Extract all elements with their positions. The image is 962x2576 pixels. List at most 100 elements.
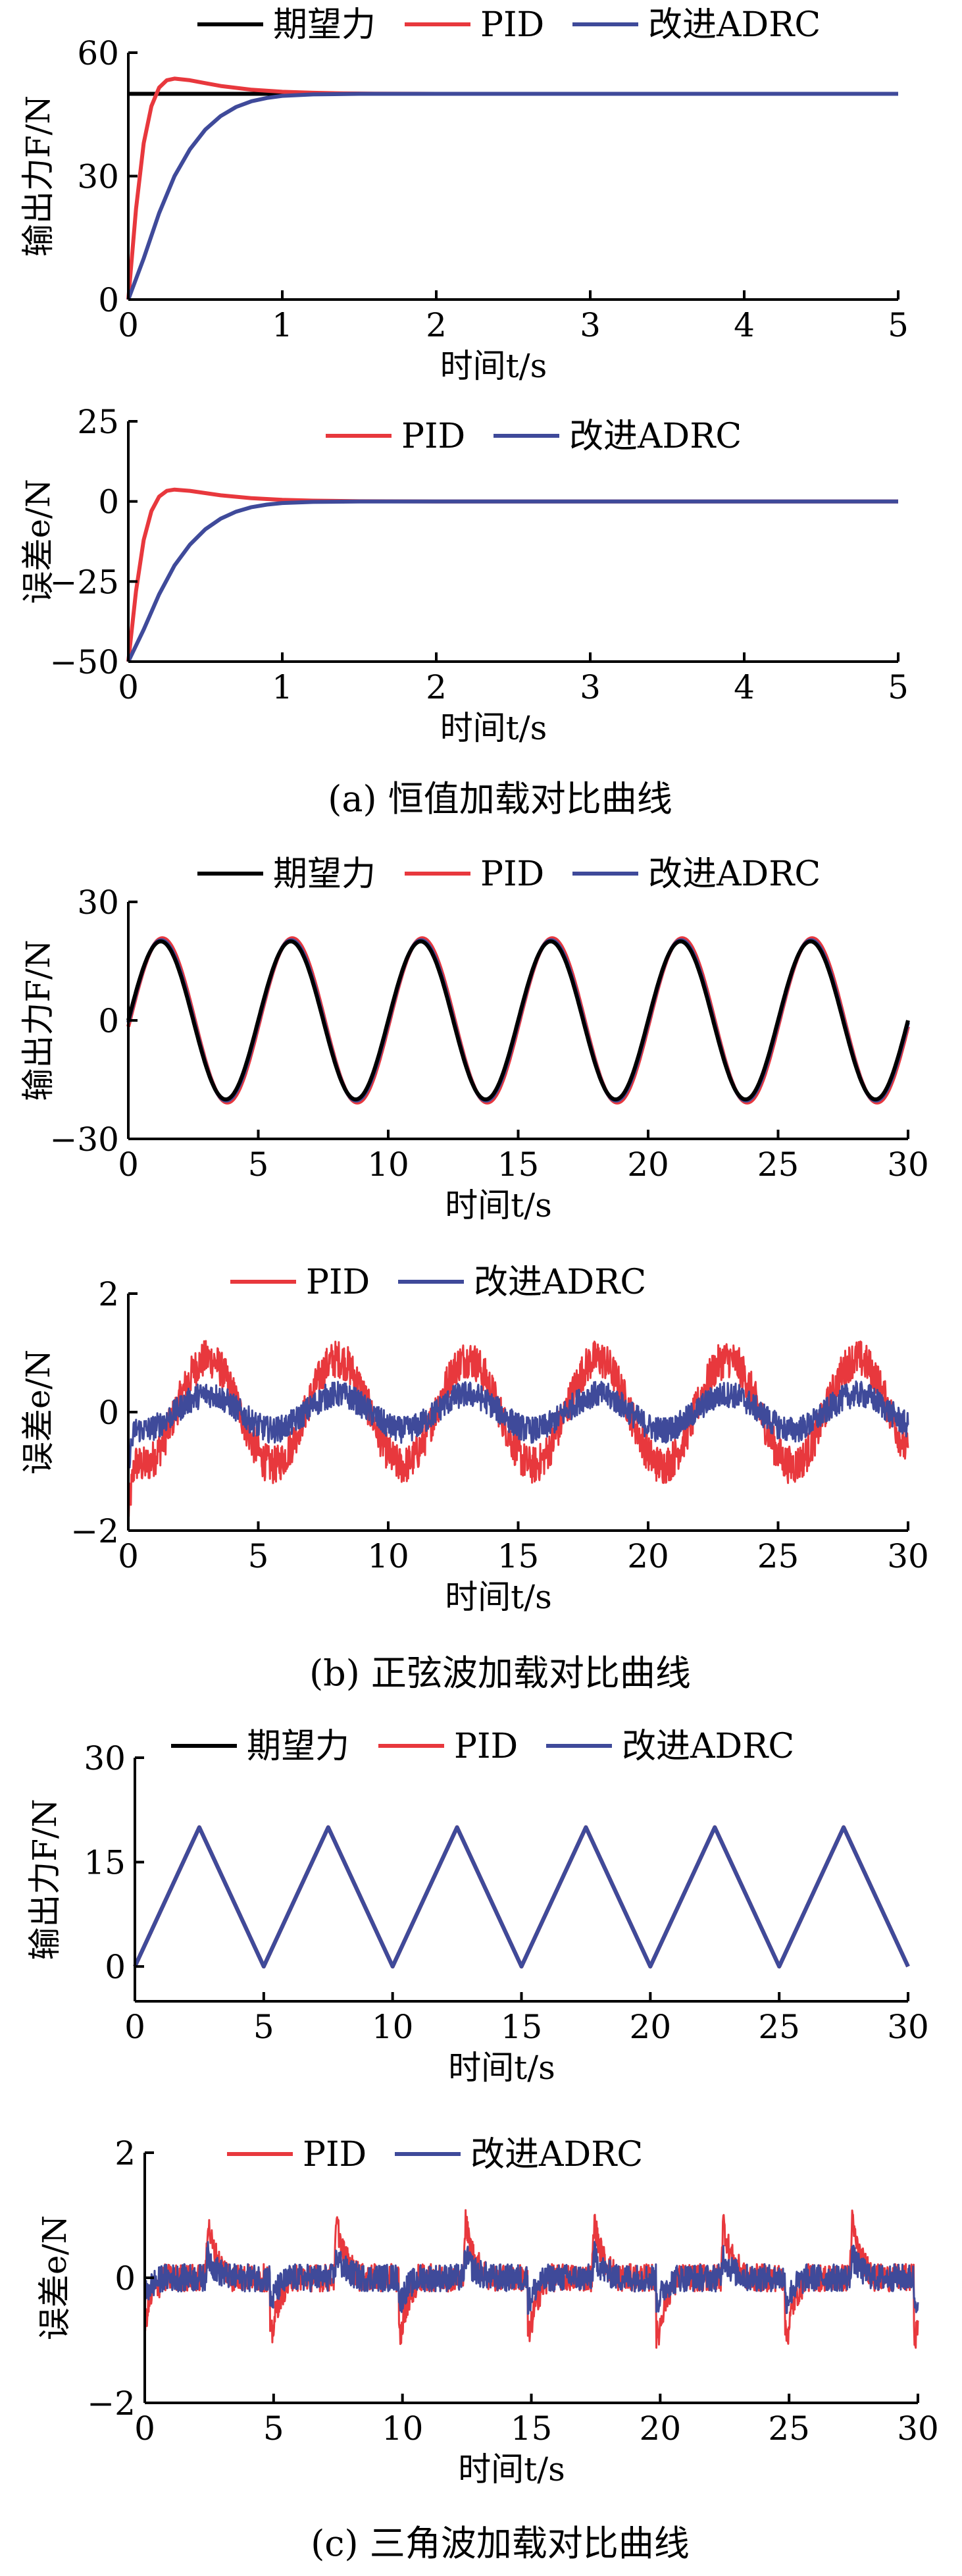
- x-tick-label: 2: [426, 668, 447, 706]
- x-tick-label: 0: [118, 668, 139, 706]
- legend-label: PID: [454, 1727, 518, 1766]
- y-tick-label: 30: [84, 1739, 126, 1777]
- panel-triangle-force: 0 5 10 15 20 25 30 0 15 30 时间t/s 输出力F/N 期望力 PID 改进ADRC: [26, 1727, 929, 2087]
- legend-label: PID: [306, 1263, 370, 1302]
- x-tick-label: 1: [272, 306, 293, 344]
- series-line-pid: [126, 76, 898, 300]
- x-tick-label: 5: [248, 1537, 269, 1575]
- x-tick-label: 5: [248, 1145, 269, 1184]
- x-tick-label: 0: [134, 2409, 155, 2448]
- x-tick-label: 20: [627, 1537, 669, 1575]
- x-tick-label: 10: [367, 1537, 409, 1575]
- y-tick-label: 2: [114, 2134, 136, 2172]
- x-tick-label: 5: [253, 2008, 274, 2046]
- x-tick-label: 15: [497, 1145, 540, 1184]
- legend-label: 改进ADRC: [622, 1727, 794, 1766]
- legend-label: 改进ADRC: [474, 1263, 646, 1302]
- y-tick-label: 60: [77, 34, 119, 72]
- y-axis-label: 输出力F/N: [19, 939, 57, 1101]
- x-tick-label: 25: [757, 1145, 799, 1184]
- x-tick-label: 10: [372, 2008, 414, 2046]
- panel-constant-force: 0 1 2 3 4 5 0 30 60 时间t/s 输出力F/N 期望力 PID 改进ADRC: [19, 5, 909, 385]
- series-line-desired: [133, 1825, 910, 1969]
- series-line-pid: [133, 1825, 910, 1969]
- x-tick-label: 30: [897, 2409, 939, 2448]
- y-tick-label: −2: [70, 1512, 119, 1550]
- y-tick-label: 30: [77, 158, 119, 196]
- x-tick-label: 5: [263, 2409, 284, 2448]
- caption-b: (b) 正弦波加载对比曲线: [309, 1652, 691, 1694]
- series-line-adrc: [126, 92, 898, 301]
- x-tick-label: 0: [118, 1537, 139, 1575]
- series-line-pid: [143, 2209, 919, 2349]
- legend-label: PID: [480, 5, 544, 45]
- series-line-adrc: [126, 499, 898, 663]
- series-line-adrc: [143, 2241, 919, 2315]
- y-tick-label: 25: [77, 403, 119, 441]
- series-line-desired: [126, 939, 910, 1101]
- series-line-adrc: [133, 1825, 910, 1969]
- x-axis-label: 时间t/s: [440, 347, 547, 385]
- x-tick-label: 3: [580, 306, 601, 344]
- legend-label: 改进ADRC: [648, 5, 821, 45]
- x-tick-label: 15: [497, 1537, 540, 1575]
- x-tick-label: 15: [511, 2409, 553, 2448]
- y-tick-label: −30: [49, 1120, 119, 1159]
- legend-label: 期望力: [247, 1727, 349, 1766]
- legend-label: PID: [480, 854, 544, 894]
- y-axis-label: 输出力F/N: [26, 1799, 64, 1960]
- y-tick-label: −50: [49, 643, 119, 681]
- x-axis-label: 时间t/s: [448, 2049, 555, 2087]
- series-line-adrc: [127, 1380, 909, 1469]
- y-tick-label: 30: [77, 883, 119, 922]
- caption-c: (c) 三角波加载对比曲线: [311, 2523, 690, 2564]
- y-axis-label: 误差e/N: [19, 1350, 57, 1475]
- x-tick-label: 15: [501, 2008, 543, 2046]
- x-axis-label: 时间t/s: [440, 709, 547, 747]
- x-tick-label: 20: [640, 2409, 682, 2448]
- x-tick-label: 1: [272, 668, 293, 706]
- y-tick-label: 2: [98, 1275, 119, 1313]
- x-tick-label: 25: [757, 1537, 799, 1575]
- y-tick-label: −25: [49, 563, 119, 601]
- caption-a: (a) 恒值加载对比曲线: [328, 778, 672, 820]
- y-tick-label: 15: [84, 1844, 126, 1882]
- y-tick-label: 0: [114, 2259, 136, 2298]
- x-tick-label: 10: [367, 1145, 409, 1184]
- x-tick-label: 5: [888, 668, 909, 706]
- legend-label: 改进ADRC: [470, 2135, 643, 2174]
- x-tick-label: 4: [734, 668, 755, 706]
- x-tick-label: 2: [426, 306, 447, 344]
- y-tick-label: 0: [105, 1948, 126, 1986]
- x-tick-label: 20: [630, 2008, 672, 2046]
- y-tick-label: −2: [87, 2384, 136, 2423]
- y-axis-label: 误差e/N: [19, 479, 57, 604]
- y-tick-label: 0: [98, 483, 119, 521]
- x-tick-label: 4: [734, 306, 755, 344]
- series-line-pid: [126, 487, 898, 662]
- y-tick-label: 0: [98, 1394, 119, 1432]
- y-axis-label: 输出力F/N: [19, 95, 57, 257]
- x-axis-label: 时间t/s: [458, 2450, 565, 2488]
- x-tick-label: 25: [758, 2008, 800, 2046]
- legend-label: 改进ADRC: [569, 417, 742, 456]
- x-tick-label: 0: [118, 306, 139, 344]
- x-tick-label: 3: [580, 668, 601, 706]
- panel-constant-error: 0 1 2 3 4 5 −50 −25 0 25 时间t/s 误差e/N PID 改进ADRC: [19, 403, 909, 747]
- legend-label: PID: [401, 417, 465, 456]
- legend-label: 期望力: [273, 5, 376, 45]
- x-tick-label: 10: [382, 2409, 424, 2448]
- x-tick-label: 30: [887, 1145, 929, 1184]
- x-tick-label: 0: [124, 2008, 145, 2046]
- x-axis-label: 时间t/s: [445, 1578, 552, 1616]
- y-tick-label: 0: [98, 1002, 119, 1040]
- legend-label: 期望力: [273, 854, 376, 894]
- x-tick-label: 5: [888, 306, 909, 344]
- legend-label: PID: [303, 2135, 367, 2174]
- x-tick-label: 0: [118, 1145, 139, 1184]
- x-tick-label: 20: [627, 1145, 669, 1184]
